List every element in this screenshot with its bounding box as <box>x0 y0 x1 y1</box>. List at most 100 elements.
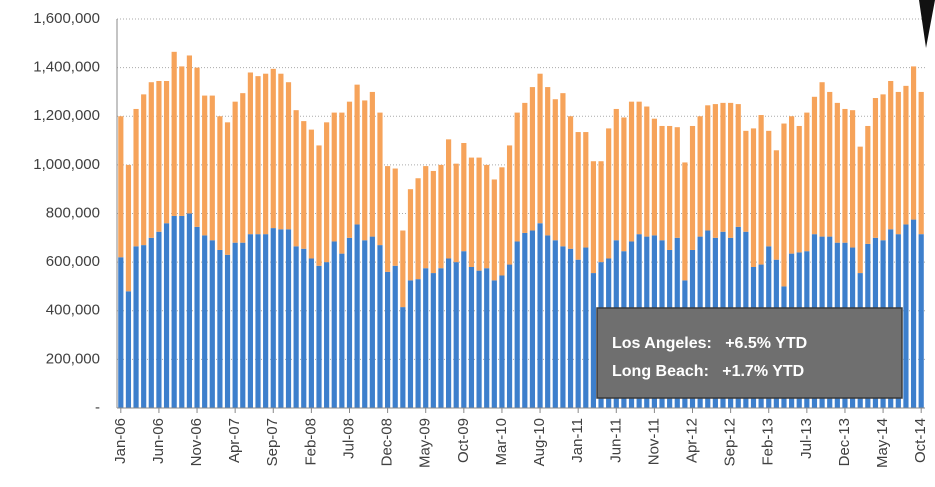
bar <box>438 268 444 408</box>
bar <box>301 248 307 408</box>
bar <box>224 254 231 408</box>
bar <box>484 268 490 408</box>
bar <box>438 164 444 269</box>
bar <box>773 150 779 260</box>
bar <box>590 273 597 408</box>
bar <box>118 116 124 258</box>
bar <box>194 67 200 227</box>
bar <box>781 123 787 287</box>
bar <box>827 91 833 237</box>
bar <box>293 246 299 408</box>
y-tick-label: 200,000 <box>46 350 100 367</box>
bar <box>499 275 505 408</box>
x-tick-label: Apr-07 <box>226 418 243 463</box>
bar <box>377 245 383 408</box>
bar <box>186 55 193 214</box>
bar <box>484 164 490 269</box>
y-tick-label: 800,000 <box>46 204 100 221</box>
y-tick-label: - <box>95 399 100 416</box>
bar <box>491 179 497 281</box>
bar <box>240 93 246 243</box>
bar <box>697 116 703 237</box>
bar <box>552 240 558 408</box>
bar <box>362 100 368 241</box>
x-tick-label: Dec-13 <box>836 418 853 466</box>
bar <box>735 104 741 227</box>
bar <box>575 132 581 260</box>
bar <box>476 157 482 271</box>
bar <box>628 101 635 242</box>
x-tick-label: Jul-13 <box>798 418 815 459</box>
bar <box>316 145 322 266</box>
bar <box>476 270 482 408</box>
bar <box>339 253 345 408</box>
bar <box>362 240 368 408</box>
bar <box>552 99 558 241</box>
x-tick-label: Apr-12 <box>683 418 700 463</box>
bar <box>514 112 520 242</box>
bar <box>163 223 170 408</box>
bar <box>270 228 276 408</box>
bar <box>186 213 193 408</box>
bar <box>445 258 452 408</box>
bar <box>423 268 429 408</box>
bar <box>171 215 177 408</box>
bar <box>506 145 513 265</box>
bar <box>339 112 345 254</box>
x-tick-label: Dec-08 <box>379 418 396 466</box>
y-tick-label: 600,000 <box>46 253 100 270</box>
bar <box>171 51 177 216</box>
bar <box>293 110 299 247</box>
bar <box>407 280 414 408</box>
bar <box>278 229 284 408</box>
bar <box>789 116 795 254</box>
bar <box>514 241 520 408</box>
bar <box>255 234 261 408</box>
bar <box>842 108 848 243</box>
bar <box>796 125 802 253</box>
bar <box>575 259 581 408</box>
annotation: Long Beach: +1.7% YTD <box>612 363 804 380</box>
bar <box>232 242 238 408</box>
bar <box>674 127 680 238</box>
bar <box>247 72 253 235</box>
x-tick-label: Sep-07 <box>264 418 281 466</box>
bar <box>163 80 170 224</box>
x-tick-label: Feb-08 <box>302 418 319 466</box>
bar <box>636 101 642 235</box>
bar <box>583 132 589 248</box>
bar <box>247 234 253 408</box>
bar <box>461 251 467 408</box>
plot-area: - 200,000 400,000 600,000 800,000 1,000,000 1,… <box>33 10 929 468</box>
bar <box>392 168 398 266</box>
bar <box>872 98 879 238</box>
bar <box>430 170 436 274</box>
bar <box>202 235 208 408</box>
bar <box>567 116 574 249</box>
bar <box>888 80 894 230</box>
bar <box>468 266 475 408</box>
bar <box>354 84 360 225</box>
bar <box>301 121 307 249</box>
bar <box>895 91 901 235</box>
bar <box>750 128 757 267</box>
bar <box>453 163 459 263</box>
bar <box>377 112 383 246</box>
x-tick-label: Feb-13 <box>760 418 777 466</box>
bar <box>324 262 330 408</box>
bar <box>232 101 238 243</box>
bar <box>468 157 475 267</box>
annotation: Los Angeles: +6.5% YTD <box>612 335 807 352</box>
bar <box>263 73 269 235</box>
bar <box>491 280 497 408</box>
bar <box>369 91 375 237</box>
bar <box>865 125 871 244</box>
x-tick-label: Aug-10 <box>531 418 548 466</box>
x-tick-label: Sep-12 <box>722 418 739 466</box>
bar <box>453 262 459 408</box>
bar <box>598 161 604 263</box>
bar <box>560 246 566 408</box>
bar <box>461 142 467 252</box>
bar <box>506 264 513 408</box>
